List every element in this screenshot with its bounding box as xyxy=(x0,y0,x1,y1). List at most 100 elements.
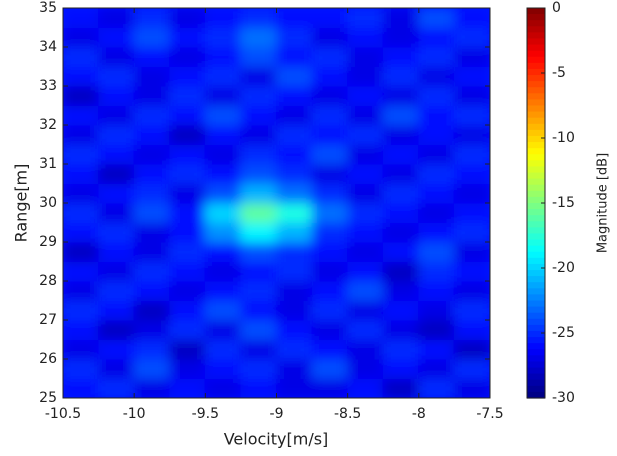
heatmap-cell xyxy=(63,222,100,243)
heatmap-cell xyxy=(240,8,277,28)
heatmap-cell xyxy=(276,183,313,204)
heatmap-cell xyxy=(311,202,349,223)
heatmap-cell xyxy=(240,105,277,126)
colorbar-tick-label: -20 xyxy=(552,260,575,276)
heatmap-cell xyxy=(276,124,313,145)
heatmap-cell xyxy=(98,222,135,243)
heatmap-cell xyxy=(63,300,100,321)
heatmap-cell xyxy=(204,27,242,48)
colorbar-step xyxy=(527,373,545,381)
heatmap-cell xyxy=(169,300,206,321)
heatmap-cell xyxy=(133,8,171,28)
heatmap-cell xyxy=(204,358,242,379)
heatmap-cell xyxy=(63,27,100,48)
heatmap-cell xyxy=(63,66,100,87)
heatmap-cell xyxy=(276,144,313,165)
y-tick-label: 28 xyxy=(39,273,57,289)
heatmap-cell xyxy=(63,241,100,262)
heatmap-cell xyxy=(453,105,490,126)
heatmap-cell xyxy=(204,183,242,204)
heatmap-cell xyxy=(169,85,206,106)
heatmap-cell xyxy=(453,339,490,360)
heatmap-cell xyxy=(133,144,171,165)
heatmap-cell xyxy=(133,261,171,282)
heatmap-cell xyxy=(418,163,455,184)
heatmap-cell xyxy=(169,222,206,243)
heatmap-cell xyxy=(276,261,313,282)
colorbar-step xyxy=(527,288,545,296)
colorbar-step xyxy=(527,282,545,289)
heatmap-cell xyxy=(382,378,420,398)
colorbar-step xyxy=(527,306,545,314)
heatmap-cell xyxy=(98,163,135,184)
heatmap-cell xyxy=(418,85,455,106)
heatmap-cell xyxy=(63,202,100,223)
colorbar-step xyxy=(527,50,545,58)
colorbar-step xyxy=(527,62,545,70)
colorbar-step xyxy=(527,294,545,302)
colorbar-tick-label: 0 xyxy=(552,0,561,16)
colorbar-step xyxy=(527,44,545,52)
heatmap-cell xyxy=(311,163,349,184)
heatmap-cell xyxy=(276,66,313,87)
heatmap-cell xyxy=(240,241,277,262)
heatmap-cell xyxy=(382,202,420,223)
heatmap-cell xyxy=(453,183,490,204)
colorbar-step xyxy=(527,99,545,107)
colorbar-step xyxy=(527,221,545,228)
heatmap-cell xyxy=(276,358,313,379)
heatmap-cell xyxy=(382,300,420,321)
heatmap-cell xyxy=(240,183,277,204)
heatmap-cell xyxy=(453,241,490,262)
colorbar-step xyxy=(527,135,545,143)
heatmap-cell xyxy=(204,280,242,301)
heatmap-cell xyxy=(311,46,349,67)
heatmap-cell xyxy=(311,222,349,243)
heatmap-cell xyxy=(311,319,349,340)
heatmap-cell xyxy=(382,124,420,145)
colorbar-step xyxy=(527,93,545,101)
heatmap-cell xyxy=(453,378,490,398)
heatmap-cell xyxy=(169,319,206,340)
heatmap-cell xyxy=(453,8,490,28)
heatmap-cell xyxy=(276,300,313,321)
heatmap-cell xyxy=(418,124,455,145)
heatmap-cell xyxy=(382,46,420,67)
heatmap-cell xyxy=(98,202,135,223)
heatmap-cell xyxy=(418,46,455,67)
heatmap-cell xyxy=(98,27,135,48)
heatmap-cell xyxy=(240,85,277,106)
heatmap-cell xyxy=(382,144,420,165)
heatmap-cell xyxy=(204,339,242,360)
heatmap-cell xyxy=(169,183,206,204)
heatmap-cell xyxy=(204,202,242,223)
heatmap-cell xyxy=(98,8,135,28)
heatmap-cell xyxy=(63,339,100,360)
colorbar-step xyxy=(527,196,545,204)
heatmap-cell xyxy=(169,144,206,165)
heatmap-cell xyxy=(276,339,313,360)
colorbar-step xyxy=(527,32,545,40)
heatmap-cell xyxy=(382,358,420,379)
heatmap-cell xyxy=(453,66,490,87)
heatmap-cell xyxy=(453,27,490,48)
heatmap-cell xyxy=(311,8,349,28)
colorbar-step xyxy=(527,111,545,119)
heatmap-cell xyxy=(276,241,313,262)
colorbar-step xyxy=(527,239,545,247)
heatmap-cell xyxy=(204,261,242,282)
heatmap-cell xyxy=(311,85,349,106)
heatmap-cell xyxy=(133,280,171,301)
heatmap-cell xyxy=(169,46,206,67)
heatmap-cell xyxy=(240,319,277,340)
colorbar-step xyxy=(527,203,545,210)
colorbar-step xyxy=(527,154,545,161)
heatmap-cell xyxy=(204,85,242,106)
heatmap-cell xyxy=(98,339,135,360)
heatmap-cell xyxy=(276,319,313,340)
colorbar-step xyxy=(527,337,545,344)
heatmap-cell xyxy=(133,66,171,87)
heatmap-cell xyxy=(169,261,206,282)
heatmap-cell xyxy=(240,300,277,321)
heatmap-cell xyxy=(418,319,455,340)
